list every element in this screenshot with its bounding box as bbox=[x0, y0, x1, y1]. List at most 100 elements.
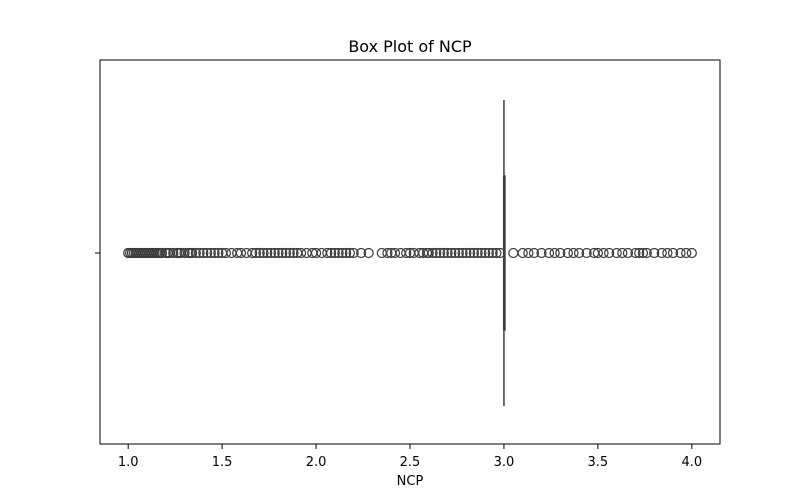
x-tick-label: 2.0 bbox=[306, 455, 327, 470]
x-tick-label: 1.5 bbox=[212, 455, 233, 470]
outlier-point bbox=[198, 247, 209, 259]
outlier-point bbox=[536, 247, 547, 259]
outlier-point bbox=[517, 247, 528, 259]
outlier-point bbox=[592, 247, 603, 259]
outlier-point bbox=[641, 247, 652, 259]
outlier-point bbox=[634, 247, 645, 259]
chart-title: Box Plot of NCP bbox=[348, 37, 472, 56]
outlier-point bbox=[549, 247, 560, 259]
outlier-point bbox=[598, 247, 609, 259]
outlier-point bbox=[329, 247, 340, 259]
outlier-point bbox=[528, 247, 540, 259]
outlier-point bbox=[686, 247, 697, 259]
outlier-point bbox=[269, 247, 280, 259]
outlier-point bbox=[186, 247, 198, 259]
outlier-point bbox=[250, 247, 262, 259]
outlier-point bbox=[662, 247, 673, 259]
x-tick-label: 1.0 bbox=[118, 455, 139, 470]
outlier-point bbox=[168, 247, 179, 259]
outlier-point bbox=[472, 247, 483, 259]
outlier-point bbox=[382, 247, 393, 259]
outlier-point bbox=[667, 247, 679, 259]
outlier-point bbox=[265, 247, 277, 259]
outlier-point bbox=[622, 247, 634, 259]
outlier-point bbox=[476, 247, 487, 259]
outlier-point bbox=[649, 247, 660, 259]
outlier-point bbox=[675, 247, 686, 259]
outlier-point bbox=[573, 247, 585, 259]
outlier-point bbox=[341, 247, 352, 259]
outlier-point bbox=[348, 247, 359, 259]
outlier-point bbox=[209, 247, 220, 259]
outlier-point bbox=[637, 247, 649, 259]
outlier-point bbox=[205, 247, 216, 259]
outlier-point bbox=[235, 247, 247, 259]
outlier-point bbox=[295, 247, 307, 259]
outlier-point bbox=[389, 247, 401, 259]
outlier-point bbox=[656, 247, 667, 259]
outlier-point bbox=[543, 247, 555, 259]
outlier-point bbox=[483, 247, 495, 259]
outlier-point bbox=[273, 247, 284, 259]
outlier-point bbox=[194, 247, 205, 259]
outlier-point bbox=[423, 247, 434, 259]
outlier-point bbox=[325, 247, 337, 259]
outlier-point bbox=[333, 247, 344, 259]
outlier-point bbox=[431, 247, 442, 259]
outlier-point bbox=[555, 247, 566, 259]
outlier-point bbox=[581, 247, 592, 259]
outlier-point bbox=[491, 247, 502, 259]
outlier-point bbox=[363, 247, 374, 259]
outlier-point bbox=[523, 247, 534, 259]
outlier-point bbox=[220, 247, 231, 259]
outlier-point bbox=[322, 247, 333, 259]
outlier-point bbox=[457, 247, 468, 259]
outlier-point bbox=[262, 247, 273, 259]
outlier-point bbox=[568, 247, 579, 259]
x-tick-label: 2.5 bbox=[400, 455, 421, 470]
outlier-point bbox=[254, 247, 265, 259]
outlier-point bbox=[465, 247, 476, 259]
outlier-point bbox=[446, 247, 457, 259]
outlier-point bbox=[562, 247, 573, 259]
outlier-point bbox=[617, 247, 628, 259]
outlier-point bbox=[277, 247, 288, 259]
outlier-point bbox=[630, 247, 641, 259]
outlier-point bbox=[468, 247, 479, 259]
outlier-point bbox=[310, 247, 322, 259]
outlier-point bbox=[434, 247, 446, 259]
outlier-point bbox=[156, 247, 168, 259]
outlier-point bbox=[337, 247, 348, 259]
outlier-point bbox=[344, 247, 355, 259]
outlier-point bbox=[356, 247, 367, 259]
outlier-point bbox=[247, 247, 258, 259]
outlier-point bbox=[179, 247, 190, 259]
outlier-point bbox=[449, 247, 461, 259]
outlier-point bbox=[288, 247, 299, 259]
outlier-point bbox=[461, 247, 472, 259]
outlier-point bbox=[487, 247, 498, 259]
outlier-point bbox=[453, 247, 464, 259]
outlier-point bbox=[508, 247, 519, 259]
outlier-point bbox=[401, 247, 412, 259]
x-tick-label: 3.5 bbox=[588, 455, 609, 470]
outlier-point bbox=[442, 247, 453, 259]
outlier-point bbox=[201, 247, 213, 259]
outlier-point bbox=[480, 247, 491, 259]
outlier-point bbox=[284, 247, 295, 259]
outlier-point bbox=[280, 247, 292, 259]
outlier-point bbox=[604, 247, 615, 259]
outlier-point bbox=[258, 247, 269, 259]
x-tick-label: 3.0 bbox=[494, 455, 515, 470]
x-axis-label: NCP bbox=[397, 474, 424, 489]
outlier-point bbox=[190, 247, 201, 259]
box-group bbox=[502, 100, 506, 406]
x-tick-label: 4.0 bbox=[681, 455, 702, 470]
outliers-group bbox=[123, 247, 697, 259]
outlier-point bbox=[611, 247, 622, 259]
outlier-point bbox=[438, 247, 449, 259]
x-axis: 1.0 1.5 2.0 2.5 3.0 3.5 4.0 bbox=[118, 444, 702, 470]
outlier-point bbox=[213, 247, 224, 259]
outlier-point bbox=[427, 247, 438, 259]
